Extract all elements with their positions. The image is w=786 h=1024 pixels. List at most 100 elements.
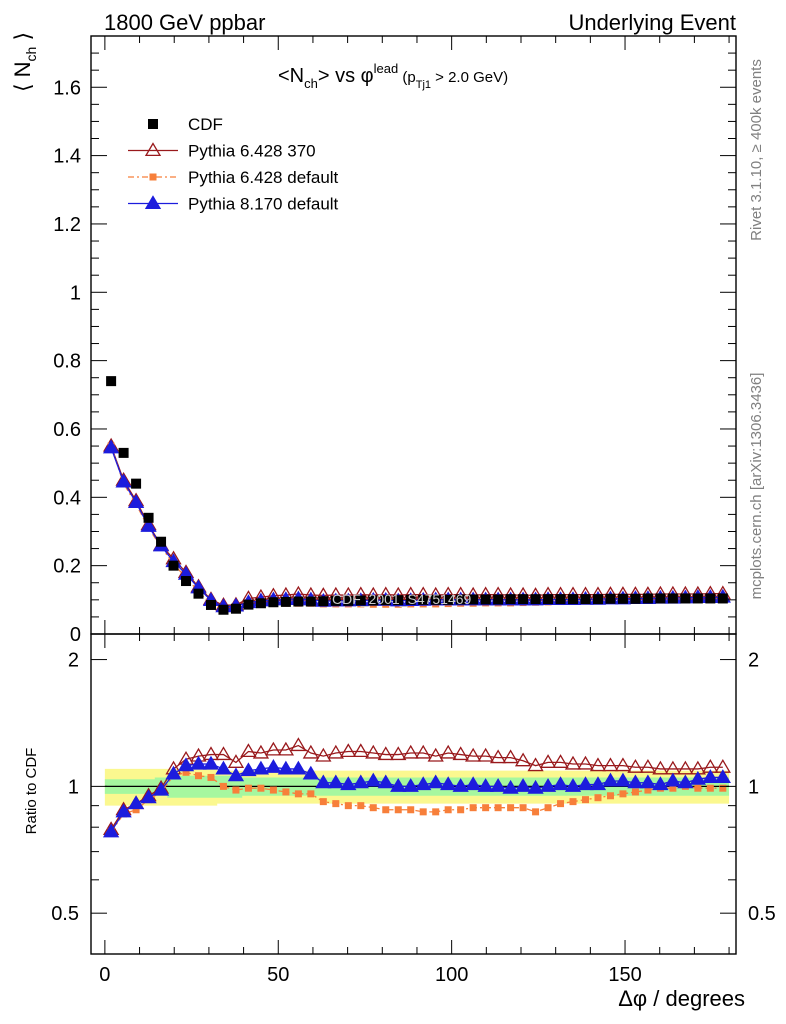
ratio-point-py8-default xyxy=(452,778,469,792)
ratio-point-py6-370 xyxy=(402,744,419,759)
header-left-title: 1800 GeV ppbar xyxy=(104,10,265,35)
header-right-title: Underlying Event xyxy=(568,10,736,35)
main-point-cdf xyxy=(630,593,641,604)
ratio-point-py6-default xyxy=(594,794,602,802)
ratio-point-py6-default xyxy=(294,790,302,798)
main-point-cdf xyxy=(405,594,416,605)
ratio-point-py8-default xyxy=(315,774,332,789)
main-point-cdf xyxy=(293,596,304,607)
ratio-point-py6-default xyxy=(132,806,140,814)
main-point-cdf xyxy=(418,594,429,605)
ratio-point-py6-default xyxy=(606,792,614,800)
ratio-point-py6-370 xyxy=(227,754,245,768)
ratio-point-py8-default xyxy=(427,774,444,789)
legend-marker-cdf xyxy=(148,119,158,129)
ratio-point-py8-default xyxy=(340,776,357,791)
main-point-cdf xyxy=(480,594,491,605)
main-y-tick-label: 1.2 xyxy=(53,214,81,236)
ratio-point-py6-default xyxy=(694,784,702,792)
legend-label-py8-default: Pythia 8.170 default xyxy=(188,195,339,214)
ratio-point-py8-default xyxy=(290,760,307,775)
ratio-point-py6-default xyxy=(244,784,252,792)
ratio-point-py8-default xyxy=(527,779,544,794)
ratio-point-py8-default xyxy=(302,765,319,780)
main-line-py6-370 xyxy=(110,445,723,606)
ratio-point-py8-default xyxy=(552,776,569,791)
main-point-cdf xyxy=(318,596,329,607)
main-point-cdf xyxy=(580,594,591,605)
ratio-point-py6-370 xyxy=(514,752,532,767)
main-y-tick-label: 1.4 xyxy=(53,146,81,168)
ratio-point-py6-default xyxy=(519,804,527,812)
main-point-cdf xyxy=(193,588,204,599)
main-point-cdf xyxy=(555,594,566,605)
main-point-cdf xyxy=(255,598,266,609)
ratio-point-py8-default xyxy=(227,767,245,782)
ratio-point-py6-default xyxy=(482,804,490,812)
main-point-cdf xyxy=(543,594,554,605)
main-point-cdf xyxy=(230,603,241,614)
legend-marker-py8-default xyxy=(144,195,162,210)
ratio-point-py8-default xyxy=(365,772,382,787)
ratio-point-py8-default xyxy=(639,774,657,789)
ratio-point-py6-370 xyxy=(489,749,507,764)
ratio-point-py6-370 xyxy=(614,757,632,772)
legend-marker-py6-default xyxy=(149,173,157,181)
main-point-cdf xyxy=(131,478,142,489)
main-point-cdf xyxy=(655,593,666,604)
ratio-plot-frame xyxy=(90,633,737,955)
ratio-point-py6-370 xyxy=(577,755,594,770)
ratio-point-py6-370 xyxy=(477,747,494,762)
main-point-cdf xyxy=(143,512,154,523)
ratio-y-tick-label: 0.5 xyxy=(51,903,79,925)
legend-label-py6-370: Pythia 6.428 370 xyxy=(188,142,316,161)
main-point-cdf xyxy=(330,595,341,606)
legend-label-py6-default: Pythia 6.428 default xyxy=(188,168,339,187)
main-point-cdf xyxy=(205,599,216,610)
ratio-point-py6-370 xyxy=(302,744,319,759)
ratio-point-py6-default xyxy=(207,773,215,781)
ratio-plot: 0 50 100 150 0.5 0.5 1 1 2 2 Ratio to CDF Δφ / de… xyxy=(23,633,776,1011)
main-y-tick-label: 0.4 xyxy=(53,487,81,509)
ratio-point-py8-default xyxy=(664,772,682,787)
ratio-point-py8-default xyxy=(215,760,232,775)
ratio-point-py8-default xyxy=(689,770,706,785)
ratio-point-py6-370 xyxy=(265,741,282,756)
ratio-point-py6-370 xyxy=(552,754,569,768)
ratio-point-py6-default xyxy=(532,808,540,816)
main-line-py6-default xyxy=(110,445,723,611)
ratio-point-py8-default xyxy=(440,776,457,791)
ratio-point-py6-370 xyxy=(527,757,544,772)
main-point-cdf xyxy=(518,594,529,605)
ratio-point-py6-default xyxy=(644,786,652,794)
rivet-version-label: Rivet 3.1.10, ≥ 400k events xyxy=(748,59,765,241)
main-point-cdf xyxy=(530,594,541,605)
main-point-cdf xyxy=(617,593,628,604)
ratio-point-py6-370 xyxy=(589,757,607,772)
main-point-cdf xyxy=(568,594,579,605)
ratio-point-py8-default xyxy=(177,757,195,772)
main-point-cdf xyxy=(468,594,479,605)
ratio-x-tick-label: 100 xyxy=(435,964,468,986)
main-y-tick-label: 0.2 xyxy=(53,556,81,578)
ratio-point-py6-default xyxy=(307,790,315,798)
ratio-point-py6-default xyxy=(444,806,452,814)
ratio-point-py6-default xyxy=(182,768,190,776)
main-point-cdf xyxy=(380,595,391,606)
ratio-point-py6-370 xyxy=(602,757,619,772)
ratio-point-py6-370 xyxy=(627,758,644,773)
ratio-point-py8-default xyxy=(240,762,257,777)
main-point-cdf xyxy=(705,593,716,604)
ratio-point-py6-370 xyxy=(290,737,307,752)
main-point-cdf xyxy=(717,593,728,604)
ratio-point-py6-370 xyxy=(352,743,369,758)
ratio-point-py6-default xyxy=(332,800,340,808)
ratio-point-py8-default xyxy=(127,795,145,810)
ratio-x-tick-label: 50 xyxy=(267,964,289,986)
ratio-point-py6-370 xyxy=(502,749,519,764)
ratio-point-py8-default xyxy=(327,774,344,789)
ratio-point-py8-default xyxy=(539,778,557,792)
ratio-point-py6-default xyxy=(706,784,714,792)
watermark-label: CDF_2001_S4751469 xyxy=(332,591,472,607)
